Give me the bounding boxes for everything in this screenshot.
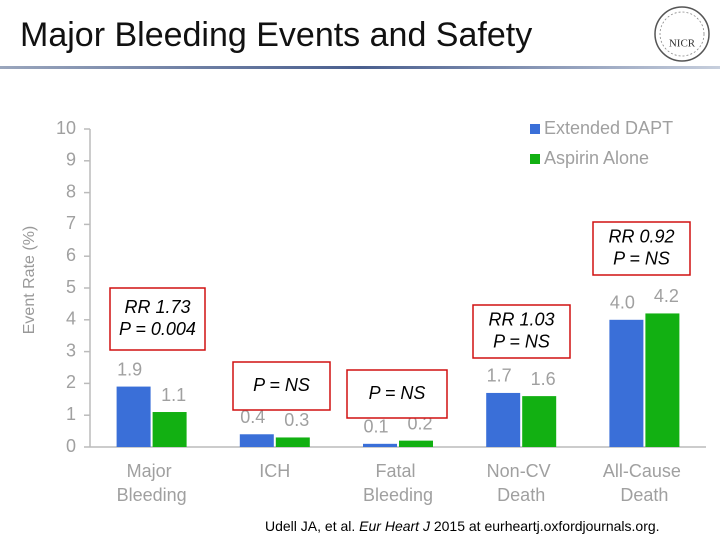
bar — [363, 443, 397, 447]
bar — [486, 392, 521, 447]
annotation-box — [232, 361, 331, 411]
annotation-box — [109, 287, 206, 351]
x-tick-label: Fatal Bleeding — [363, 461, 433, 505]
y-axis-label: Event Rate (%) — [21, 226, 38, 334]
y-tick-label: 9 — [66, 150, 76, 170]
annotation-box — [592, 221, 691, 276]
annotation-text: P = 0.004 — [119, 319, 196, 339]
x-tick-label: All-Cause Death — [603, 461, 686, 505]
x-tick-label-line: Non-CV — [487, 461, 556, 481]
x-tick-label: Non-CV Death — [487, 461, 556, 505]
x-tick-label-line: Major — [127, 461, 177, 481]
chart-title: Major Bleeding Events and Safety — [20, 16, 532, 54]
y-tick-label: 2 — [66, 372, 76, 392]
x-tick-label-line: Death — [620, 485, 668, 505]
y-tick-label: 0 — [66, 436, 76, 456]
data-label: 4.0 — [610, 293, 635, 313]
citation-authors: Udell JA, et al. — [265, 518, 359, 534]
y-tick-label: 7 — [66, 213, 76, 233]
data-label: 1.7 — [487, 366, 512, 386]
y-tick-label: 5 — [66, 277, 76, 297]
bar — [645, 313, 680, 447]
bar — [609, 319, 644, 447]
x-tick-label: Major Bleeding — [117, 461, 187, 505]
annotation-text: RR 1.03 — [488, 309, 554, 329]
annotation-text: RR 0.92 — [608, 226, 674, 246]
y-tick-label: 3 — [66, 340, 76, 360]
x-tick-label-line: Bleeding — [363, 485, 433, 505]
y-tick-label: 6 — [66, 245, 76, 265]
citation-journal: Eur Heart J — [359, 518, 431, 534]
bar — [239, 434, 274, 447]
citation-rest: 2015 at eurheartj.oxfordjournals.org. — [430, 518, 660, 534]
bar — [116, 386, 151, 447]
y-tick-label: 1 — [66, 404, 76, 424]
annotation-text: P = NS — [493, 331, 550, 351]
bar — [399, 440, 433, 447]
legend-swatch — [530, 154, 540, 164]
logo: NICR — [654, 6, 710, 62]
data-label: 1.1 — [161, 385, 186, 405]
data-label: 0.3 — [284, 410, 309, 430]
x-tick-label-line: Death — [497, 485, 545, 505]
data-label: 4.2 — [654, 286, 679, 306]
x-tick-label-line: Fatal — [375, 461, 420, 481]
annotation-text: RR 1.73 — [124, 297, 190, 317]
title-rule — [0, 66, 720, 69]
data-label: 1.6 — [531, 369, 556, 389]
legend-label: Extended DAPT — [544, 118, 673, 138]
citation: Udell JA, et al. Eur Heart J 2015 at eur… — [265, 518, 660, 534]
y-tick-label: 10 — [56, 118, 76, 138]
y-tick-label: 8 — [66, 181, 76, 201]
logo-text: NICR — [669, 38, 696, 50]
data-label: 0.4 — [240, 407, 265, 427]
bar — [275, 437, 310, 447]
x-tick-label-line: All-Cause — [603, 461, 686, 481]
annotation-box — [346, 369, 448, 419]
annotation-text: P = NS — [613, 248, 670, 268]
annotation-box — [472, 304, 571, 359]
annotation-text: P = NS — [369, 383, 426, 403]
x-tick-label: ICH — [259, 461, 290, 481]
data-label: 1.9 — [117, 359, 142, 379]
y-tick-label: 4 — [66, 309, 76, 329]
bar — [522, 396, 557, 447]
data-label: 0.1 — [363, 417, 388, 437]
bar — [152, 412, 187, 447]
legend-label: Aspirin Alone — [544, 148, 649, 168]
x-tick-label-line: Bleeding — [117, 485, 187, 505]
annotation-text: P = NS — [253, 375, 310, 395]
legend-swatch — [530, 124, 540, 134]
